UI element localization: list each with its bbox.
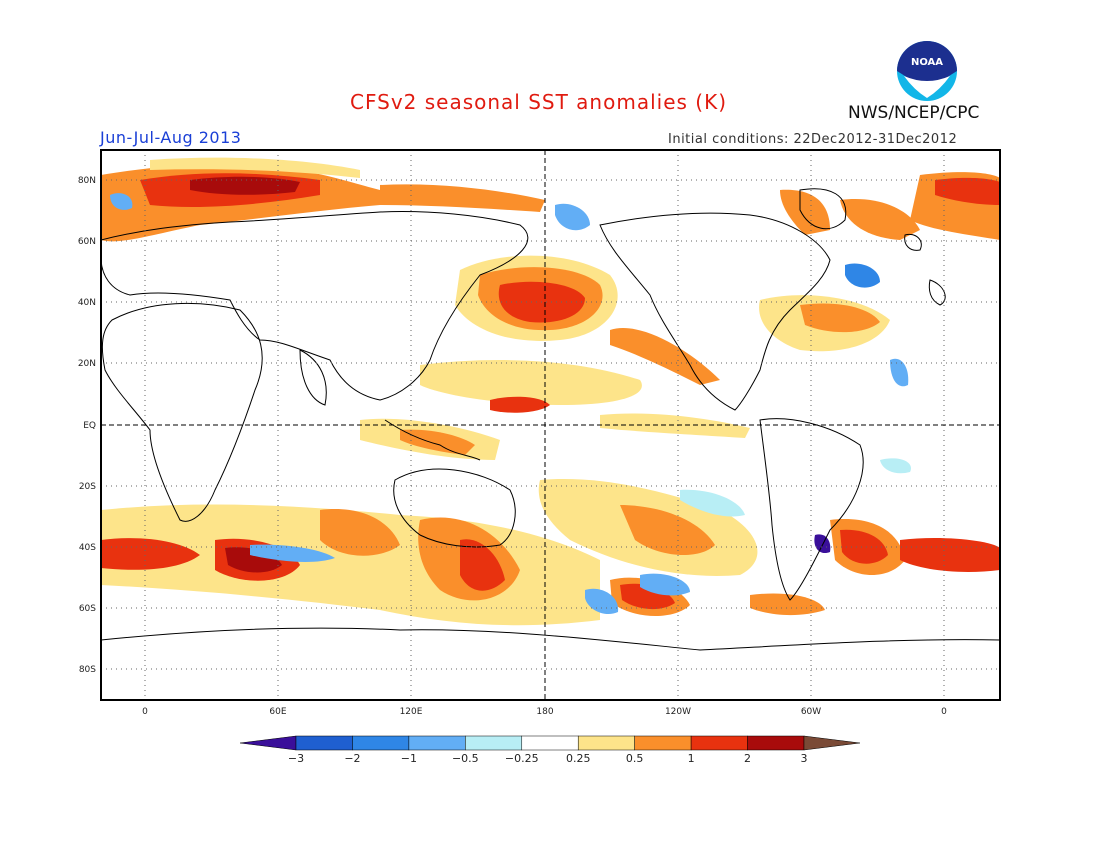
lat-label: 60S [79,604,96,614]
lon-label: 0 [142,707,148,717]
lat-label: 60N [78,237,96,247]
season-label: Jun-Jul-Aug 2013 [100,128,242,147]
colorbar-swatch [352,735,410,751]
anomaly-fields [101,157,1000,626]
lat-label: EQ [83,421,96,431]
colorbar-label: −2 [344,752,360,765]
colorbar-label: 2 [744,752,751,765]
lat-label: 40S [79,543,96,553]
anomaly-region [640,573,690,596]
colorbar-label: −3 [288,752,304,765]
colorbar-swatch [295,735,353,751]
colorbar: −3 −2 −1 −0.5 −0.25 0.25 0.5 1 2 3 [239,735,861,765]
colorbar-arrow-left [239,735,297,751]
colorbar-label: 3 [801,752,808,765]
colorbar-swatch [690,735,748,751]
anomaly-region [320,509,400,556]
lon-label: 60E [269,707,286,717]
lon-label: 120E [400,707,423,717]
colorbar-swatch [577,735,635,751]
anomaly-region [101,538,200,570]
anomaly-region [750,593,825,616]
colorbar-label: 0.25 [566,752,591,765]
anomaly-region [110,193,133,210]
anomaly-region [840,199,920,240]
logo-text: NOAA [911,57,943,68]
anomaly-region [610,328,720,385]
lon-label: 60W [801,707,821,717]
anomaly-region [800,303,880,333]
anomaly-region [490,396,550,413]
anomaly-region [190,176,300,195]
anomaly-region [600,413,750,438]
anomaly-region [890,358,909,387]
anomaly-region [840,529,888,564]
anomaly-region [250,544,335,562]
anomaly-region [555,203,590,231]
colorbar-label: −0.5 [452,752,479,765]
anomaly-region [935,177,1000,205]
anomaly-region [845,263,880,288]
anomaly-region [620,505,715,556]
colorbar-swatch [521,735,579,751]
agency-label: NWS/NCEP/CPC [848,103,980,123]
coastlines [101,188,1000,651]
anomaly-region [680,489,745,517]
lat-label: 80N [78,176,96,186]
colorbar-swatch [465,735,523,751]
longitude-labels: 0 60E 120E 180 120W 60W 0 [142,707,947,717]
lat-label: 20S [79,482,96,492]
anomaly-region [150,157,360,178]
lon-label: 180 [536,707,553,717]
colorbar-swatch [747,735,805,751]
map-title: CFSv2 seasonal SST anomalies (K) [350,90,727,114]
latitude-labels: 80N 60N 40N 20N EQ 20S 40S 60S 80S [78,176,96,675]
colorbar-label: 0.5 [626,752,644,765]
colorbar-arrow-right [803,735,861,751]
anomaly-region [780,189,830,235]
lon-label: 120W [665,707,691,717]
colorbar-label: −0.25 [505,752,539,765]
initial-conditions-label: Initial conditions: 22Dec2012-31Dec2012 [668,132,958,147]
lat-label: 80S [79,665,96,675]
lon-label: 0 [941,707,947,717]
map-border [100,149,1001,701]
anomaly-region [880,458,911,474]
colorbar-swatch [408,735,466,751]
anomaly-region [900,537,1000,572]
anomaly-region [380,184,545,212]
lat-label: 20N [78,359,96,369]
anomaly-region [814,534,831,554]
colorbar-label: −1 [401,752,417,765]
colorbar-label: 1 [688,752,695,765]
colorbar-swatch [634,735,692,751]
anomaly-region [420,360,642,405]
anomaly-region [400,429,475,455]
anomaly-region [585,588,619,615]
noaa-logo: NOAA [897,41,957,101]
lat-label: 40N [78,298,96,308]
anomaly-region [460,539,505,591]
